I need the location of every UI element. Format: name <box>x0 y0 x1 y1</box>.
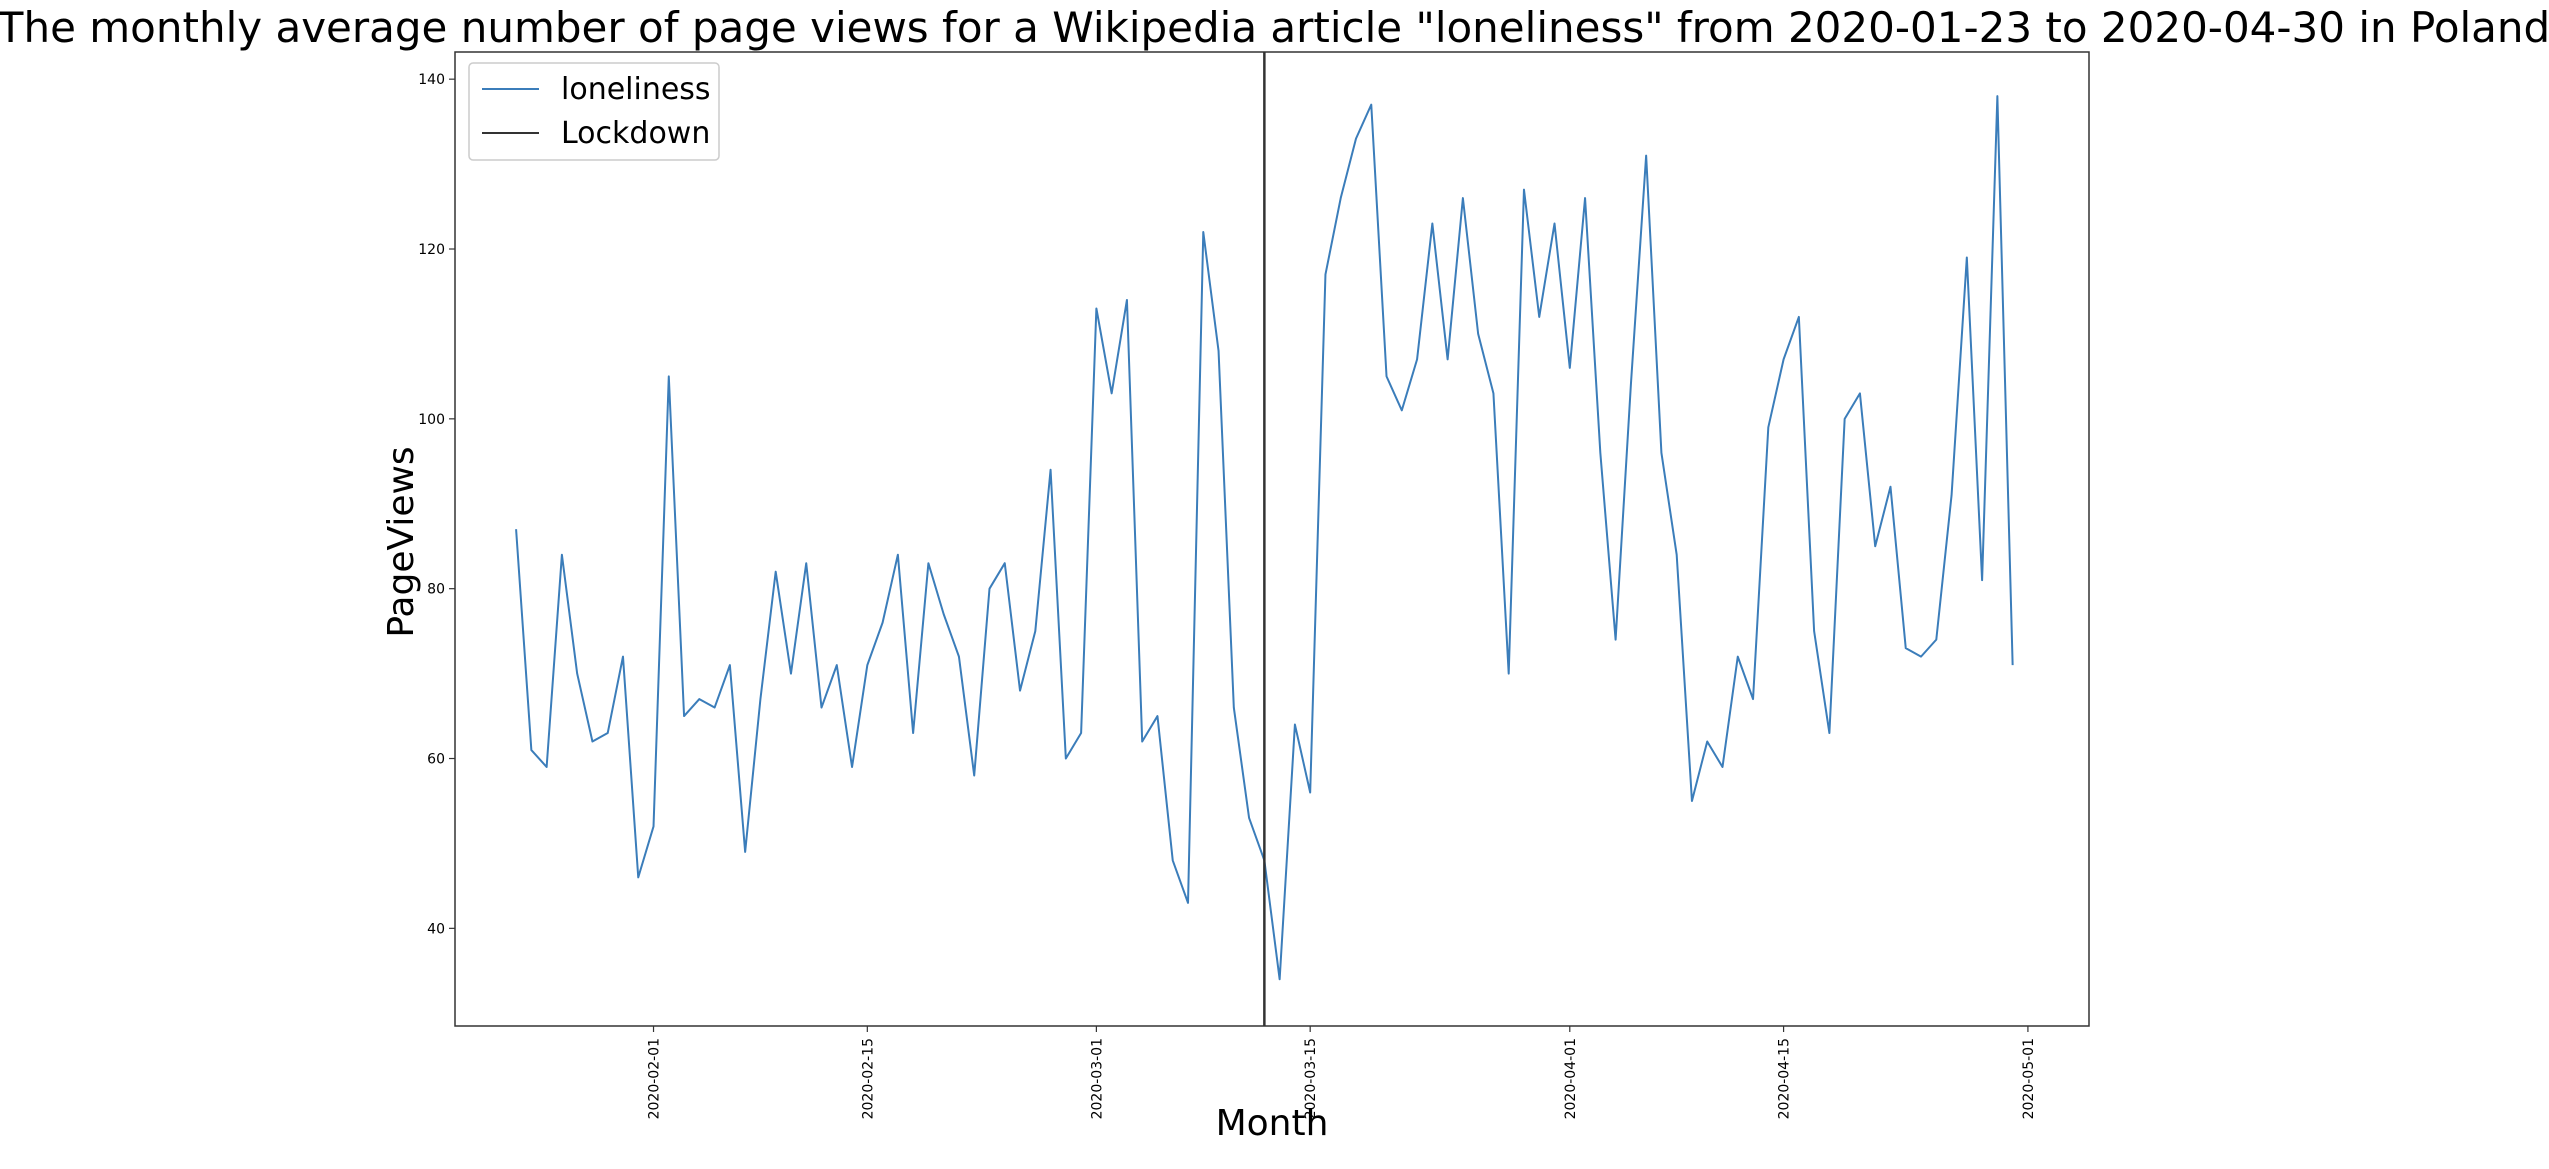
chart-title: The monthly average number of page views… <box>0 3 2549 52</box>
x-tick-label: 2020-03-15 <box>1303 1038 1319 1119</box>
y-tick-label: 60 <box>427 752 445 768</box>
x-tick-label: 2020-04-01 <box>1563 1038 1579 1119</box>
x-tick-label: 2020-02-15 <box>860 1038 876 1119</box>
legend-label-lockdown: Lockdown <box>561 116 710 151</box>
y-tick-label: 80 <box>427 582 445 598</box>
x-axis-label: Month <box>1216 1103 1329 1144</box>
x-tick-label: 2020-04-15 <box>1777 1038 1793 1119</box>
y-tick-label: 40 <box>427 921 445 937</box>
plot-area <box>454 51 2090 1027</box>
y-tick-label: 140 <box>418 72 445 88</box>
y-tick-label: 120 <box>418 242 445 258</box>
legend-label-loneliness: loneliness <box>561 72 711 107</box>
x-tick-label: 2020-05-01 <box>2021 1038 2037 1119</box>
plot-frame <box>454 51 2090 1027</box>
x-tick-label: 2020-03-01 <box>1089 1038 1105 1119</box>
y-tick-label: 100 <box>418 412 445 428</box>
legend-frame <box>468 62 720 161</box>
y-axis-label: PageViews <box>381 446 422 637</box>
y-axis: 40 60 80 100 120 140 <box>418 72 455 937</box>
legend: loneliness Lockdown <box>468 62 720 161</box>
x-axis: 2020-02-01 2020-02-15 2020-03-01 2020-03-15… <box>647 1026 2037 1119</box>
x-tick-label: 2020-02-01 <box>647 1038 663 1119</box>
